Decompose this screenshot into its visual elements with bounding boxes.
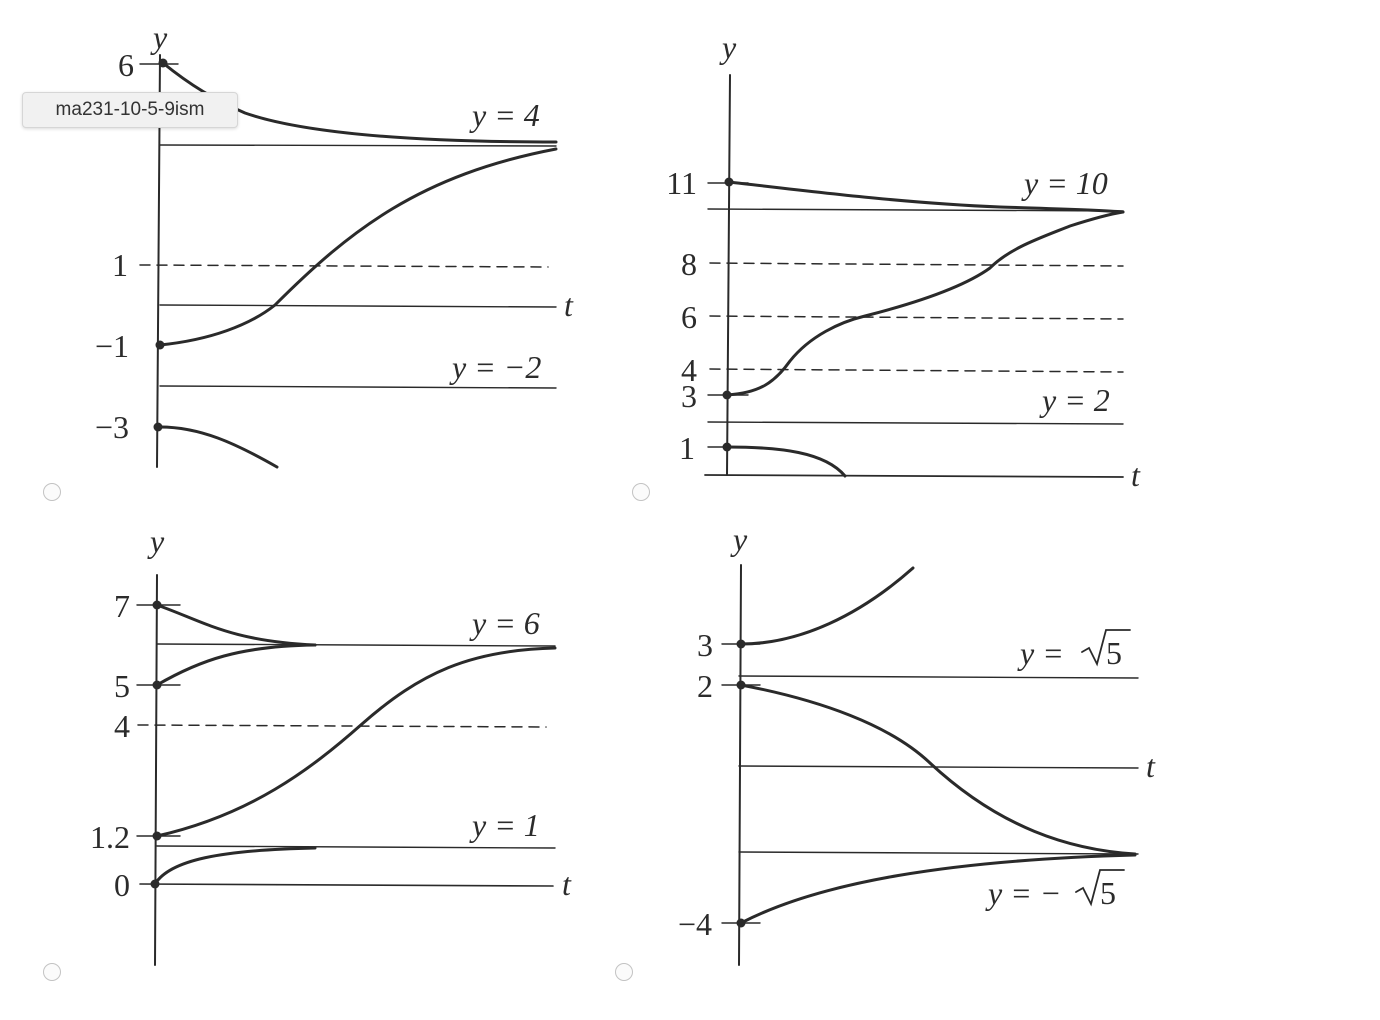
tick-label: 2 xyxy=(697,668,713,704)
tick-label: 3 xyxy=(697,627,713,663)
equilibrium-label: y = 4 xyxy=(469,97,540,133)
equilibrium-line-top xyxy=(156,643,556,647)
initial-point xyxy=(722,390,732,400)
tick-label: −1 xyxy=(95,328,129,364)
equilibrium-line-top xyxy=(159,144,557,147)
axis-label-t: t xyxy=(1146,748,1156,784)
equilibrium-line-top xyxy=(707,208,1124,212)
equilibrium-line-bottom xyxy=(159,385,557,389)
tick-label: 3 xyxy=(681,378,697,414)
tick-label: −4 xyxy=(678,906,712,942)
axis-label-y: y xyxy=(719,29,737,65)
image-tooltip: ma231-10-5-9ism xyxy=(22,92,238,128)
option-d-radio[interactable] xyxy=(615,963,633,981)
graph-a xyxy=(139,54,558,469)
equilibrium-label: y = 2 xyxy=(1039,382,1110,418)
tick-label: 8 xyxy=(681,246,697,282)
t-axis xyxy=(704,474,1124,478)
solution-curve xyxy=(155,643,317,687)
solution-curve xyxy=(727,180,1125,214)
solution-curve xyxy=(155,646,557,838)
axis-label-t: t xyxy=(562,866,572,902)
option-b-radio[interactable] xyxy=(632,483,650,501)
equilibrium-label: y = xyxy=(1017,635,1064,671)
tick-label: −3 xyxy=(95,409,129,445)
equilibrium-label-radicand: 5 xyxy=(1100,875,1116,911)
dashed-level-line xyxy=(709,262,1124,267)
tick-label: 1 xyxy=(112,247,128,283)
equilibrium-line-bottom xyxy=(707,421,1124,425)
axis-label-t: t xyxy=(1131,457,1141,493)
equilibrium-line-top xyxy=(738,675,1139,679)
initial-point xyxy=(722,442,732,452)
equilibrium-label: y = − xyxy=(985,875,1061,911)
axis-label-y: y xyxy=(150,19,168,55)
axis-label-t: t xyxy=(564,287,574,323)
tick-label: 6 xyxy=(118,47,134,83)
graph-d xyxy=(721,564,1139,966)
initial-point xyxy=(155,340,165,350)
graph-b xyxy=(704,74,1125,478)
equilibrium-label: y = 1 xyxy=(469,807,540,843)
tick-label: 1.2 xyxy=(90,819,130,855)
equilibrium-label: y = 10 xyxy=(1021,165,1108,201)
tick-label: 4 xyxy=(681,352,697,388)
equilibrium-line-bottom xyxy=(738,851,1139,855)
tick-label: 0 xyxy=(114,867,130,903)
initial-point xyxy=(158,58,168,68)
t-axis xyxy=(738,765,1139,769)
initial-point xyxy=(736,639,746,649)
tick-label: 1 xyxy=(679,430,695,466)
tick-label: 4 xyxy=(114,708,130,744)
t-axis xyxy=(139,883,554,887)
y-axis xyxy=(738,564,742,966)
solution-curve xyxy=(739,853,1137,925)
equilibrium-label-radicand: 5 xyxy=(1106,635,1122,671)
solution-curve xyxy=(161,61,558,144)
solution-curve xyxy=(158,425,279,469)
initial-point xyxy=(152,680,162,690)
tick-label: 7 xyxy=(114,588,130,624)
axis-label-y: y xyxy=(147,523,165,559)
initial-point xyxy=(150,879,160,889)
tick-label: 5 xyxy=(114,668,130,704)
t-axis xyxy=(159,304,557,308)
dashed-level-line xyxy=(137,724,547,728)
option-a-radio[interactable] xyxy=(43,483,61,501)
solution-curve xyxy=(155,603,317,647)
initial-point xyxy=(152,831,162,841)
y-axis xyxy=(154,574,158,966)
initial-point xyxy=(736,918,746,928)
dashed-level-line xyxy=(709,368,1124,373)
dashed-level-line xyxy=(139,264,549,268)
tick-label: 6 xyxy=(681,299,697,335)
equilibrium-line-bottom xyxy=(156,845,556,849)
option-c-radio[interactable] xyxy=(43,963,61,981)
solution-curve xyxy=(739,566,915,646)
tick-label: 11 xyxy=(666,165,697,201)
sqrt-symbol xyxy=(1075,869,1125,907)
axis-label-y: y xyxy=(730,521,748,557)
y-axis xyxy=(726,74,731,476)
initial-point xyxy=(736,680,746,690)
equilibrium-label: y = −2 xyxy=(449,349,541,385)
solution-curve xyxy=(158,147,558,347)
equilibrium-label: y = 6 xyxy=(469,605,540,641)
dashed-level-line xyxy=(709,315,1124,320)
solution-curve xyxy=(725,445,847,478)
solution-curve xyxy=(739,683,1137,856)
sqrt-symbol xyxy=(1081,629,1131,667)
initial-point xyxy=(152,600,162,610)
graph-c xyxy=(136,574,557,966)
solution-curve xyxy=(725,210,1125,397)
solution-curve xyxy=(153,846,317,886)
initial-point xyxy=(153,422,163,432)
initial-point xyxy=(724,177,734,187)
